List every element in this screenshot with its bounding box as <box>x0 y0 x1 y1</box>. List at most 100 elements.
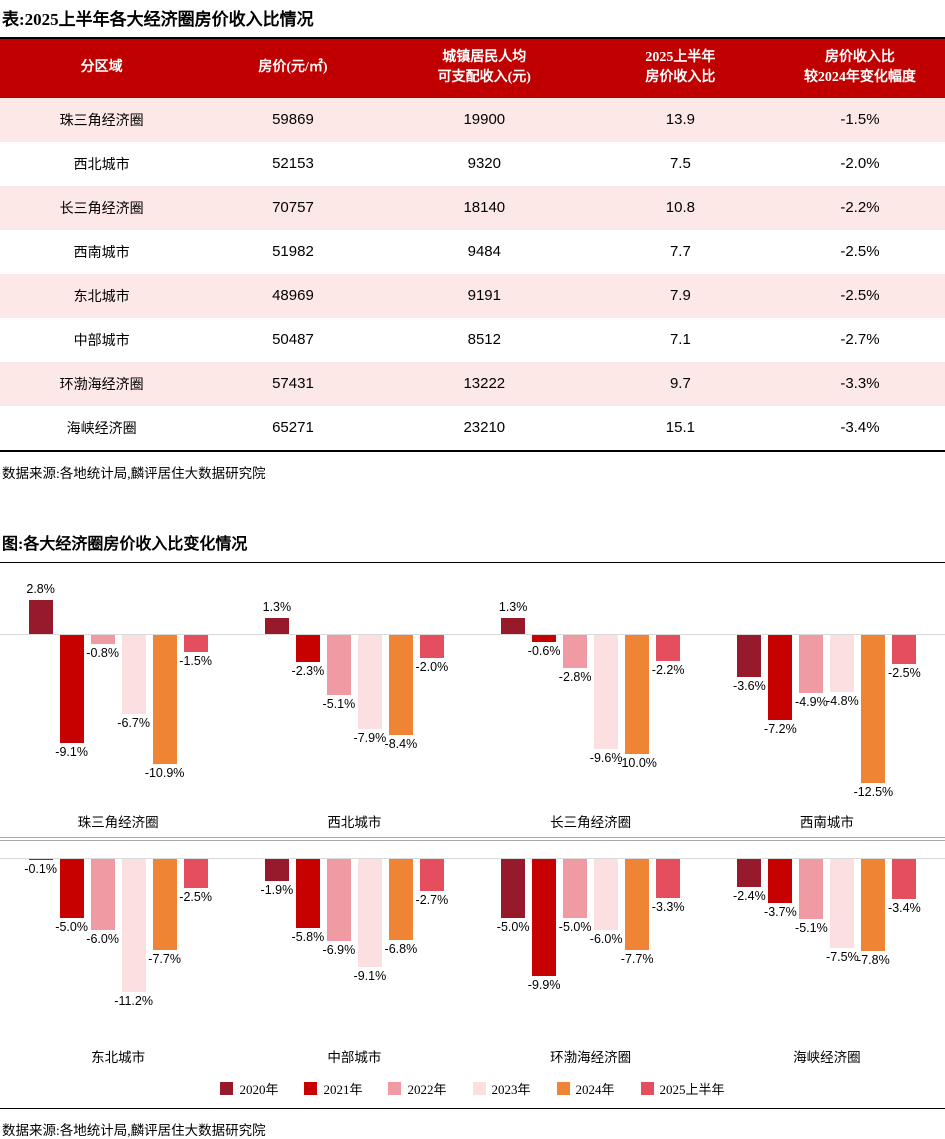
bar <box>59 858 84 919</box>
bar-slot: -2.3% <box>292 563 324 836</box>
chart-legend: 2020年 2021年 2022年 2023年 2024年 2025上半年 <box>0 1079 945 1098</box>
chart-top-border <box>0 561 945 563</box>
bar <box>532 634 557 642</box>
table-cell: 70757 <box>203 185 383 230</box>
bar <box>152 634 177 765</box>
table-cell: 59869 <box>203 97 383 142</box>
bar-slot: -2.7% <box>416 842 448 1067</box>
bar-label: -5.0% <box>496 920 530 935</box>
table-cell: 51982 <box>203 229 383 274</box>
legend-item: 2020年 <box>220 1079 278 1098</box>
table-cell: 15.1 <box>585 405 775 451</box>
legend-item: 2024年 <box>556 1079 615 1098</box>
bar-cluster: -2.4% -3.7% -5.1% -7.5% -7.8% -3.4% <box>709 842 945 1067</box>
bar-label: -0.6% <box>527 643 561 658</box>
bar-label: -8.4% <box>384 736 418 751</box>
table-cell: -2.5% <box>774 273 945 318</box>
bar <box>326 634 351 696</box>
bar-label: -5.0% <box>558 920 592 935</box>
zero-axis-line <box>0 857 945 859</box>
bar <box>861 858 886 952</box>
legend-label: 2024年 <box>575 1081 615 1097</box>
table-cell: -2.7% <box>774 317 945 362</box>
chart-panel-bottom: -0.1% -5.0% -6.0% -11.2% -7.7% -2.5% 东北城市 -1.9%… <box>0 842 945 1067</box>
chart-bottom-border <box>0 1107 945 1109</box>
bar <box>532 858 557 977</box>
table-header-cell-change: 房价收入比 较2024年变化幅度 <box>774 38 945 98</box>
table-cell: -3.4% <box>774 405 945 451</box>
bar-slot: -10.9% <box>145 563 184 836</box>
bar-label: -4.9% <box>795 694 828 709</box>
bar-label: -5.1% <box>322 697 356 712</box>
category-label: 东北城市 <box>91 1049 146 1065</box>
bar-cluster: -0.1% -5.0% -6.0% -11.2% -7.7% -2.5% <box>0 842 236 1067</box>
bar-slot: -4.9% <box>795 563 828 836</box>
bar-label: 1.3% <box>498 600 528 615</box>
bar-label: -2.0% <box>415 660 449 675</box>
table-cell: 环渤海经济圈 <box>0 361 204 406</box>
bar-label: -2.4% <box>733 889 766 904</box>
legend-item: 2023年 <box>472 1079 531 1098</box>
bar-slot: -2.8% <box>559 563 591 836</box>
bar-slot: -5.0% <box>559 842 591 1067</box>
table-cell: 9191 <box>382 273 586 318</box>
bar-label: -7.8% <box>857 953 890 968</box>
table-cell: 长三角经济圈 <box>0 185 204 230</box>
bar-slot: -8.4% <box>385 563 417 836</box>
table-cell: -2.5% <box>774 229 945 274</box>
bar-cluster: -1.9% -5.8% -6.9% -9.1% -6.8% -2.7% <box>236 842 472 1067</box>
table-cell: 13222 <box>382 361 586 406</box>
table-cell: 9320 <box>382 141 586 186</box>
table-header-cell-income: 城镇居民人均 可支配收入(元) <box>382 38 586 98</box>
bar-slot: 1.3% <box>498 563 528 836</box>
bar-slot: -3.4% <box>888 842 921 1067</box>
bar-label: -10.9% <box>144 766 185 781</box>
bar <box>419 858 444 891</box>
legend-swatch <box>388 1081 402 1095</box>
bar <box>892 634 917 665</box>
data-table: 分区域 房价(元/㎡) 城镇居民人均 可支配收入(元) 2025上半年 房价收入… <box>0 37 945 452</box>
bar-slot: -7.8% <box>857 842 890 1067</box>
bar-label: 2.8% <box>26 582 55 597</box>
table-cell: 52153 <box>203 141 383 186</box>
bar <box>768 634 793 721</box>
table-cell: 珠三角经济圈 <box>0 97 204 142</box>
bar-label: -5.8% <box>291 929 325 944</box>
bar <box>28 858 53 860</box>
bar-slot: -0.1% <box>24 842 57 1067</box>
bar-label: -5.0% <box>55 920 88 935</box>
bar <box>121 634 146 715</box>
table-cell: 7.7 <box>585 229 775 274</box>
chart-group: -1.9% -5.8% -6.9% -9.1% -6.8% -2.7% 中部城市 <box>236 842 472 1067</box>
table-row: 环渤海经济圈 57431 13222 9.7 -3.3% <box>0 361 945 406</box>
legend-swatch <box>220 1081 234 1095</box>
table-cell: 13.9 <box>585 97 775 142</box>
bar <box>799 858 824 920</box>
table-cell: 7.1 <box>585 317 775 362</box>
bar-slot: -5.1% <box>795 842 828 1067</box>
bar-slot: -5.1% <box>323 563 355 836</box>
chart-group: 1.3% -0.6% -2.8% -9.6% -10.0% -2.2% 长三角经济圈 <box>473 563 709 836</box>
bar-slot: -0.8% <box>86 563 119 836</box>
bar <box>388 634 413 735</box>
bar <box>892 858 917 900</box>
bar-label: -7.9% <box>353 730 387 745</box>
bar <box>594 634 619 749</box>
bar-label: -7.7% <box>620 952 654 967</box>
bar-slot: -2.5% <box>179 842 212 1067</box>
bar-slot: -9.6% <box>590 563 622 836</box>
table-cell: 海峡经济圈 <box>0 405 204 451</box>
category-label: 西南城市 <box>799 814 854 830</box>
bar-slot: -9.9% <box>528 842 560 1067</box>
bar-cluster: -3.6% -7.2% -4.9% -4.8% -12.5% -2.5% <box>709 563 945 836</box>
bar-label: -9.6% <box>589 750 623 765</box>
legend-label: 2023年 <box>491 1081 531 1097</box>
table-cell: 7.9 <box>585 273 775 318</box>
bar-slot: -12.5% <box>854 563 893 836</box>
bar-slot: -3.7% <box>764 842 797 1067</box>
category-label: 环渤海经济圈 <box>550 1049 632 1065</box>
bar <box>625 858 650 951</box>
category-label: 海峡经济圈 <box>793 1049 861 1065</box>
bar-slot: -5.0% <box>497 842 529 1067</box>
bar <box>295 634 320 662</box>
